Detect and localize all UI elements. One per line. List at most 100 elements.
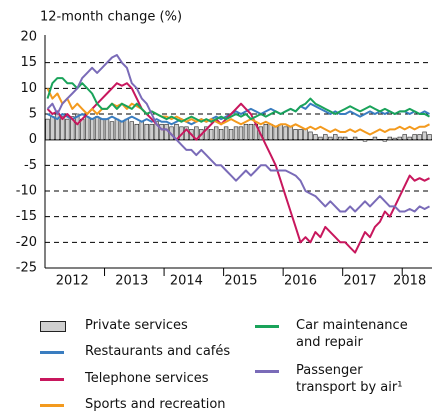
bar	[263, 123, 268, 140]
x-tick-label: 2018	[393, 274, 426, 289]
bar	[283, 126, 288, 140]
bar	[313, 134, 318, 140]
bar	[50, 116, 55, 140]
legend-label: Private services	[85, 318, 188, 333]
bar	[342, 136, 348, 140]
y-axis-label: 12-month change (%)	[40, 10, 182, 25]
bar	[209, 129, 214, 140]
bar	[417, 134, 422, 140]
y-tick-label: -20	[16, 235, 37, 250]
y-tick-label: 20	[20, 30, 37, 45]
bar	[144, 123, 149, 140]
bar	[303, 129, 308, 140]
bar	[392, 137, 397, 140]
bar	[248, 123, 254, 140]
bar	[318, 136, 323, 140]
legend-label: Car maintenance and repair	[296, 318, 408, 350]
x-tick-label: 2015	[224, 274, 257, 289]
y-tick-label: -15	[16, 209, 37, 224]
bar	[372, 136, 378, 140]
x-tick-label: 2016	[284, 274, 317, 289]
legend-swatch	[40, 404, 64, 407]
bar	[218, 129, 224, 140]
bar	[412, 134, 417, 140]
bar	[109, 121, 115, 140]
bar	[65, 118, 70, 140]
bar	[213, 126, 219, 140]
legend-label: Restaurants and cafés	[85, 344, 231, 359]
bar	[268, 123, 273, 140]
bar	[114, 118, 120, 140]
bar	[75, 113, 80, 140]
bar	[338, 136, 343, 140]
bar	[228, 129, 234, 140]
y-tick-label: -5	[24, 158, 37, 173]
bar	[84, 116, 90, 140]
bar	[134, 123, 139, 140]
bar	[382, 139, 388, 142]
bar	[362, 139, 368, 142]
line	[46, 54, 430, 213]
legend-swatch	[40, 321, 66, 332]
y-tick-label: -25	[16, 261, 37, 276]
y-tick-label: 5	[29, 107, 37, 122]
line	[46, 77, 430, 123]
legend-swatch	[40, 378, 64, 381]
legend-label: Telephone services	[85, 371, 209, 386]
bar	[402, 134, 407, 140]
y-tick-label: 10	[20, 81, 37, 96]
bar	[184, 126, 189, 140]
bar	[233, 126, 239, 140]
y-tick-label: -10	[16, 184, 37, 199]
x-tick-label: 2014	[170, 274, 203, 289]
legend-swatch	[255, 370, 279, 373]
bar	[293, 129, 298, 140]
legend-label: Sports and recreation	[85, 397, 226, 412]
bar	[159, 123, 164, 140]
line	[47, 102, 430, 126]
bar	[129, 121, 135, 140]
bar	[60, 116, 65, 140]
bar	[273, 126, 278, 140]
bar	[99, 118, 105, 140]
legend-swatch	[255, 325, 279, 328]
chart: 12-month change (%) -25 -20 -15 -10 -5 0 5 10 15…	[16, 10, 432, 289]
x-tick-label: 2013	[115, 274, 148, 289]
bar	[323, 134, 328, 140]
legend-label: Passenger transport by air¹	[296, 363, 403, 395]
bar	[119, 121, 125, 140]
bar	[70, 116, 75, 140]
bar	[94, 116, 100, 140]
bar	[204, 126, 209, 140]
bar	[288, 126, 293, 140]
bar	[333, 134, 338, 140]
bar	[223, 126, 229, 140]
bar	[298, 129, 303, 140]
bar	[308, 131, 313, 140]
bar	[397, 136, 402, 140]
bar	[124, 118, 130, 140]
y-tick-label: 0	[29, 132, 37, 147]
bar	[407, 136, 412, 140]
x-tick-label: 2017	[344, 274, 377, 289]
bar	[238, 126, 244, 140]
bar	[278, 123, 283, 140]
bar	[80, 118, 85, 140]
bar	[139, 121, 144, 140]
line	[46, 82, 430, 254]
bar	[149, 123, 154, 140]
bar	[45, 118, 50, 140]
legend-swatch	[40, 351, 64, 354]
bar	[154, 121, 159, 140]
bar	[427, 134, 432, 140]
y-tick-label: 15	[20, 55, 37, 70]
bar	[104, 118, 110, 140]
bar	[352, 136, 358, 140]
x-tick-label: 2012	[56, 274, 89, 289]
bar	[89, 118, 95, 140]
bar	[422, 131, 427, 140]
bar	[243, 123, 249, 140]
bar	[387, 136, 393, 140]
bar	[328, 136, 333, 140]
